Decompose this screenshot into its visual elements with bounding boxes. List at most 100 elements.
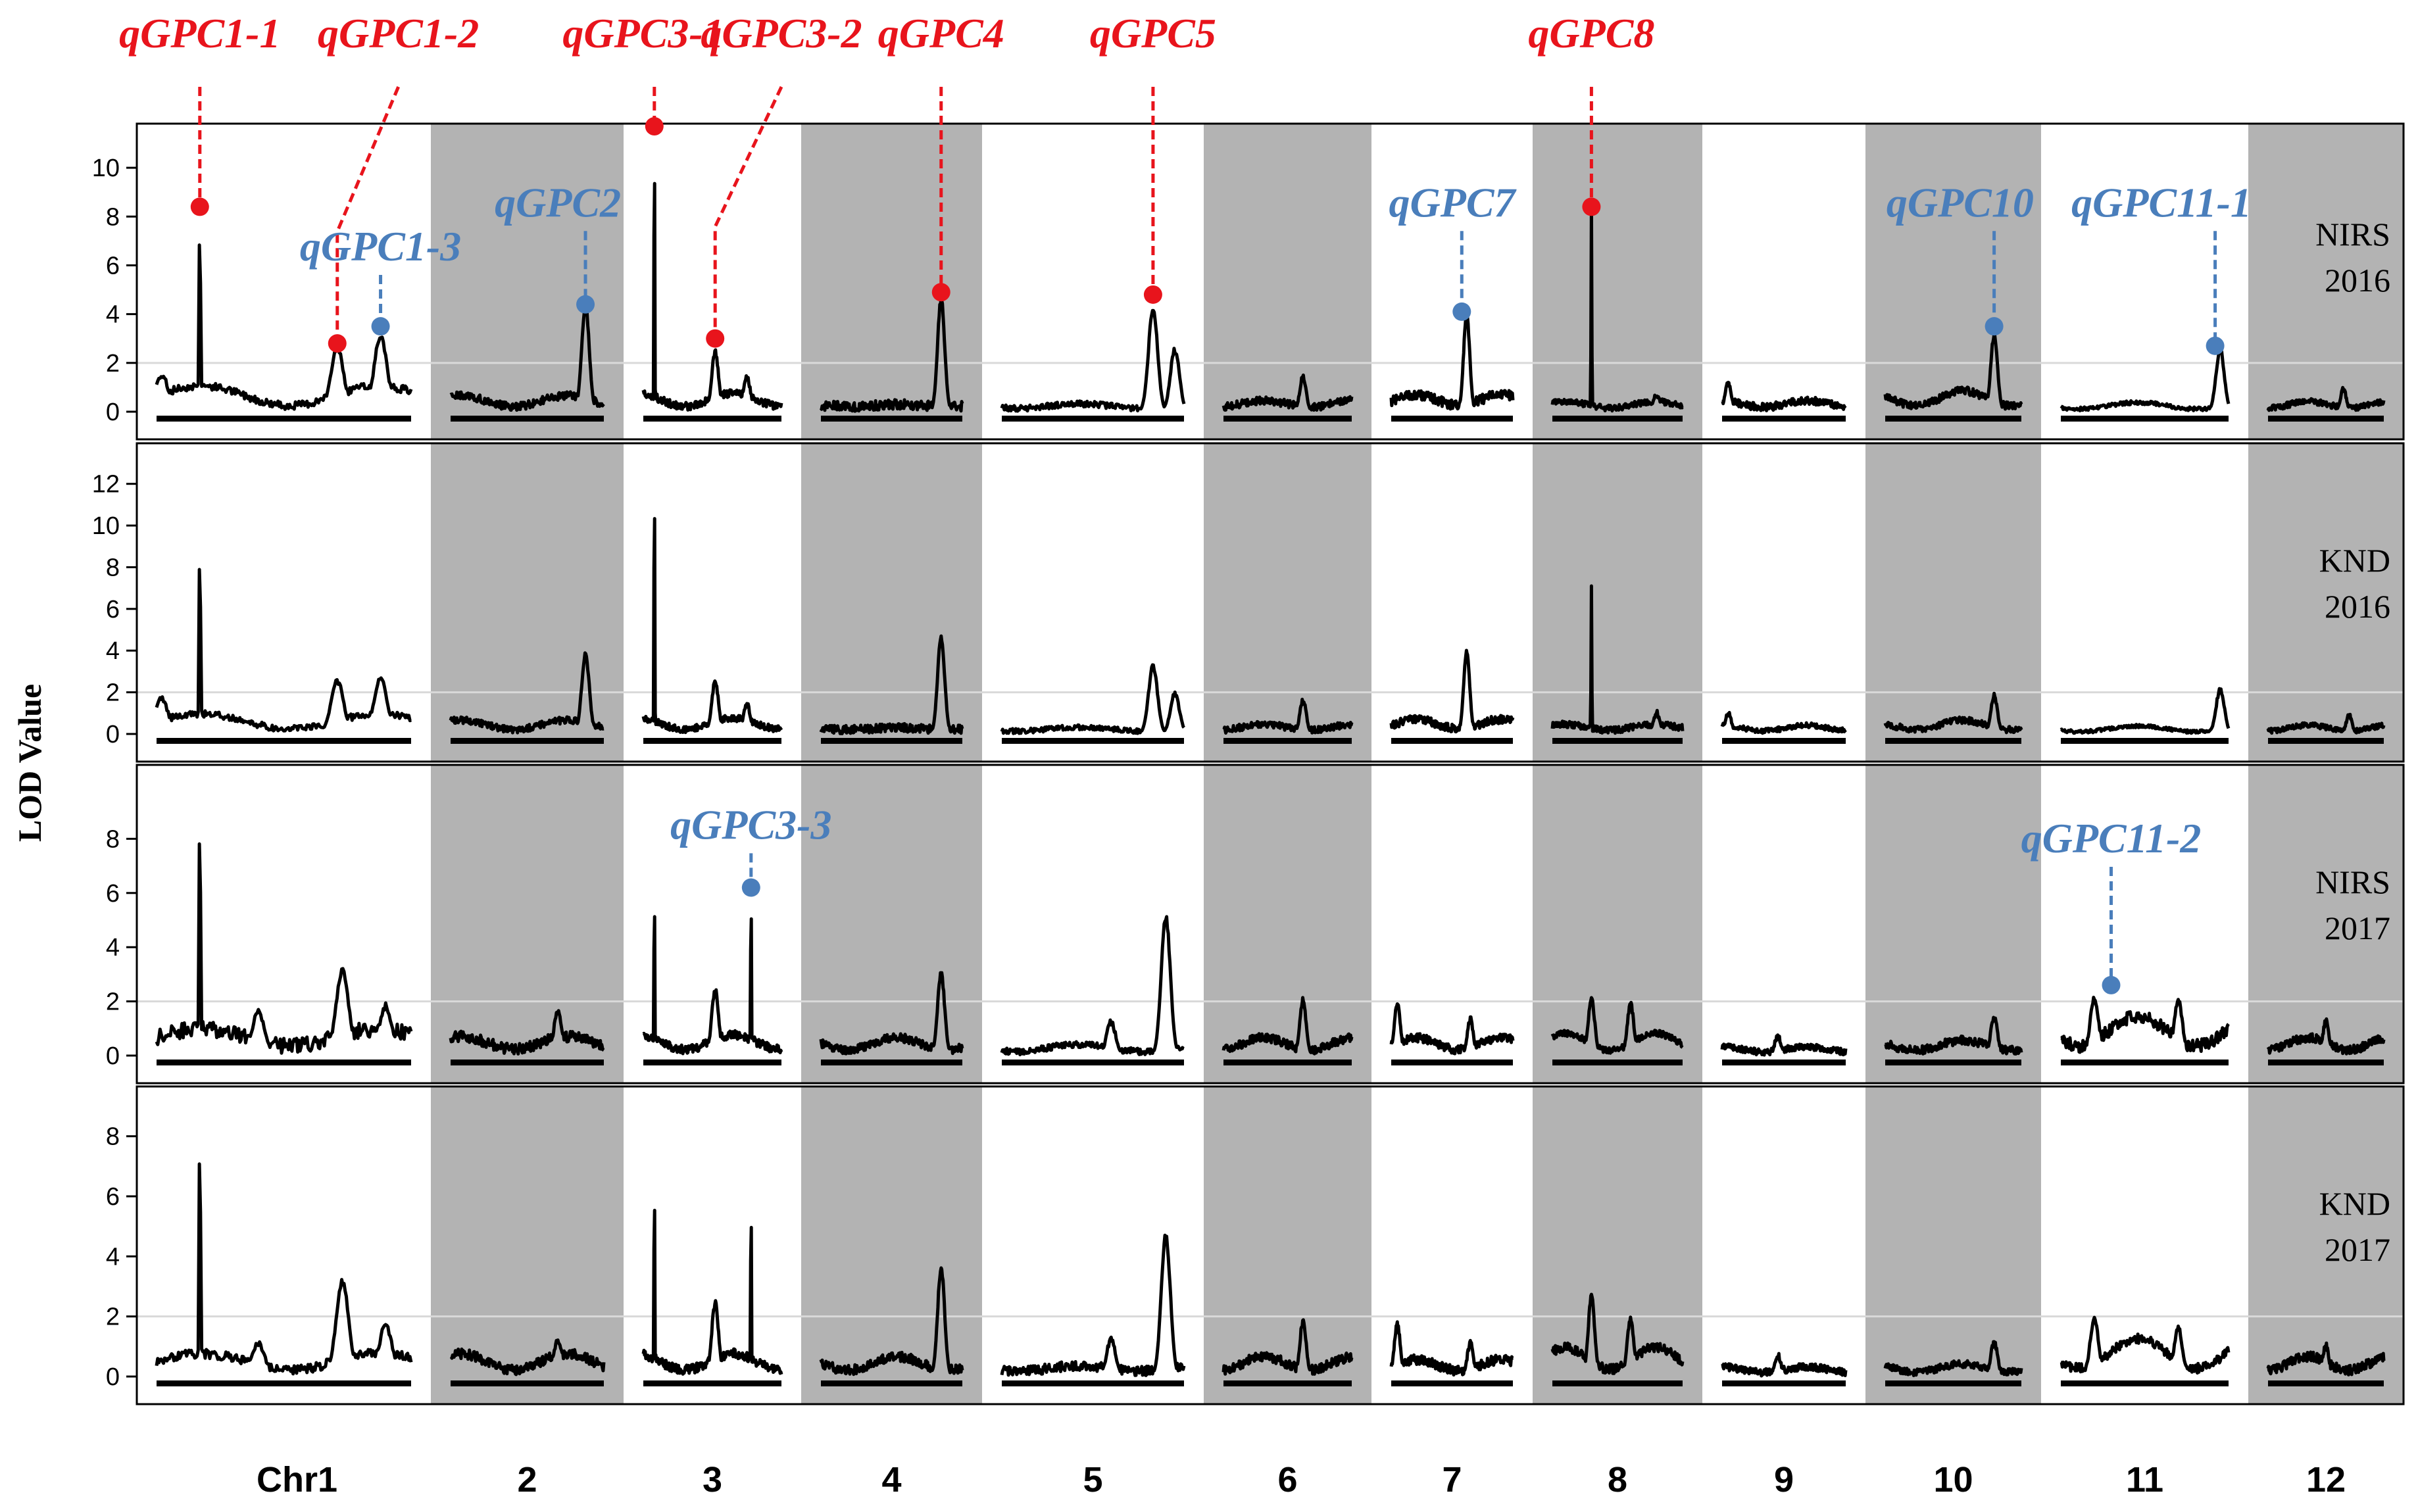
- chromosome-label-12: 12: [2306, 1460, 2346, 1500]
- lod-curve-11: [2060, 687, 2231, 735]
- lod-curve-5: [1000, 1233, 1186, 1377]
- lod-curve-10: [1883, 333, 2023, 411]
- marker-rug-2: [451, 1060, 604, 1065]
- lod-curve-10: [1883, 691, 2023, 735]
- marker-rug-8: [1552, 738, 1683, 744]
- lod-curve-11: [2060, 1315, 2231, 1375]
- qtl-label-qGPC3-2: qGPC3-2: [701, 10, 862, 57]
- chr-shade-6: [1204, 1086, 1371, 1404]
- lod-curve-7: [1389, 1320, 1514, 1377]
- chr-shade-10: [1865, 443, 2041, 762]
- lod-curves: [155, 182, 2386, 1386]
- marker-rug-12: [2268, 416, 2384, 422]
- marker-rug-9: [1722, 1060, 1846, 1065]
- lod-curve-4: [819, 297, 964, 413]
- chr-shade-8: [1533, 124, 1702, 439]
- marker-rug-6: [1223, 738, 1352, 744]
- qtl-label-qGPC5: qGPC5: [1090, 10, 1216, 57]
- chromosome-label-6: 6: [1277, 1460, 1297, 1500]
- qtl-point-qGPC7: [1452, 302, 1471, 321]
- lod-curve-3: [642, 915, 783, 1056]
- y-tick-label: 8: [106, 825, 120, 853]
- marker-rug-12: [2268, 1380, 2384, 1386]
- threshold-lines: [137, 362, 2404, 1318]
- marker-rug-11: [2061, 738, 2229, 744]
- chr-shade-6: [1204, 124, 1371, 439]
- lod-curve-2: [449, 1009, 605, 1056]
- chr-shade-4: [801, 1086, 982, 1404]
- marker-rug-3: [643, 738, 781, 744]
- qtl-point-qGPC11-2: [2102, 975, 2121, 994]
- chromosome-label-5: 5: [1083, 1460, 1102, 1500]
- panel-label-line1: KND: [2319, 542, 2390, 579]
- qtl-point-qGPC1-2: [328, 334, 347, 353]
- chr-shade-12: [2248, 124, 2404, 439]
- lod-curve-9: [1721, 1352, 1848, 1378]
- lod-curve-8: [1550, 996, 1684, 1055]
- qtl-label-qGPC1-1: qGPC1-1: [119, 10, 280, 57]
- panel-label-line2: 2016: [2325, 588, 2390, 625]
- y-tick-label: 2: [106, 350, 120, 378]
- lod-curve-Chr1: [155, 842, 413, 1055]
- marker-rug-7: [1391, 1380, 1513, 1386]
- lod-curve-11: [2060, 347, 2231, 412]
- lod-curve-3: [641, 517, 783, 735]
- qtl-point-qGPC1-3: [371, 317, 390, 336]
- panel-label-line2: 2017: [2325, 910, 2390, 946]
- y-tick-label: 0: [106, 721, 120, 748]
- qtl-point-qGPC3-1: [645, 117, 664, 136]
- chromosome-label-4: 4: [881, 1460, 901, 1500]
- lod-curve-12: [2266, 712, 2386, 735]
- marker-rug-8: [1552, 1060, 1683, 1065]
- panel-label-line1: NIRS: [2315, 216, 2390, 253]
- panel-label-line2: 2017: [2325, 1231, 2390, 1268]
- lod-curve-12: [2266, 1341, 2386, 1377]
- chr-shade-10: [1865, 1086, 2041, 1404]
- y-tick-label: 6: [106, 252, 120, 280]
- y-tick-label: 0: [106, 1042, 120, 1070]
- marker-rug-9: [1722, 1380, 1846, 1386]
- qtl-leader-qGPC1-2: [335, 86, 400, 344]
- lod-curve-9: [1720, 710, 1847, 735]
- y-tick-label: 8: [106, 203, 120, 231]
- marker-rug-7: [1391, 416, 1513, 422]
- chr-shade-6: [1204, 443, 1371, 762]
- qtl-point-qGPC5: [1143, 285, 1162, 304]
- marker-rug-5: [1002, 1060, 1184, 1065]
- qtl-label-qGPC3-3: qGPC3-3: [670, 801, 831, 848]
- panel-frame: [136, 122, 2405, 441]
- qtl-label-qGPC2: qGPC2: [495, 179, 621, 226]
- marker-rug-8: [1552, 416, 1683, 422]
- marker-rug-5: [1002, 416, 1184, 422]
- marker-rug-3: [643, 1060, 781, 1065]
- chr-shade-8: [1533, 443, 1702, 762]
- lod-curve-7: [1389, 313, 1515, 411]
- lod-curve-12: [2266, 385, 2386, 412]
- chromosome-label-3: 3: [703, 1460, 722, 1500]
- marker-rug-6: [1223, 1060, 1352, 1065]
- qtl-label-qGPC1-2: qGPC1-2: [318, 10, 479, 57]
- lod-curve-9: [1721, 381, 1847, 412]
- lod-curve-2: [449, 305, 605, 412]
- chromosome-label-11: 11: [2126, 1460, 2163, 1500]
- lod-curve-Chr1: [155, 1162, 413, 1376]
- marker-rug-4: [821, 1380, 962, 1386]
- marker-rug-12: [2268, 738, 2384, 744]
- chromosome-label-10: 10: [1933, 1460, 1973, 1500]
- chr-shade-6: [1204, 765, 1371, 1083]
- lod-curve-4: [819, 1266, 964, 1377]
- chromosome-label-8: 8: [1608, 1460, 1627, 1500]
- qtl-label-qGPC7: qGPC7: [1389, 179, 1517, 226]
- marker-rug-4: [821, 1060, 962, 1065]
- chromosome-label-2: 2: [517, 1460, 537, 1500]
- y-tick-label: 6: [106, 1183, 120, 1211]
- y-tick-label: 2: [106, 679, 120, 707]
- y-axes: 0 2 4 6 8 10 0 2 4 6 8 10 12 0 2 4 6 8 0 2 4 6 8: [92, 155, 137, 1391]
- lod-curve-7: [1389, 648, 1515, 734]
- lod-curve-6: [1222, 697, 1354, 735]
- marker-rug-10: [1885, 738, 2021, 744]
- chr-shade-12: [2248, 765, 2404, 1083]
- qtl-point-qGPC3-3: [741, 878, 760, 897]
- marker-rug-11: [2061, 416, 2229, 422]
- qtl-label-qGPC10: qGPC10: [1887, 179, 2034, 226]
